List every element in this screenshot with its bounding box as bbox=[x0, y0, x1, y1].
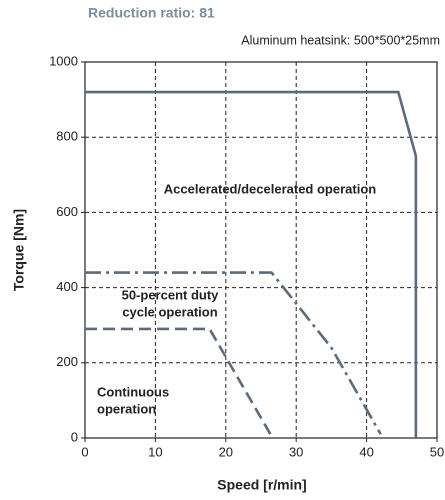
y-tick-label: 800 bbox=[56, 129, 78, 144]
series-annotation: 50-percent duty bbox=[122, 287, 220, 302]
y-tick-label: 0 bbox=[71, 429, 78, 444]
series-annotation: operation bbox=[97, 401, 156, 416]
plot-frame bbox=[84, 61, 438, 439]
chart-subtitle: Aluminum heatsink: 500*500*25mm bbox=[241, 33, 440, 47]
y-tick-label: 400 bbox=[56, 279, 78, 294]
series-annotation: Accelerated/decelerated operation bbox=[164, 181, 376, 196]
x-tick-label: 40 bbox=[359, 444, 373, 459]
y-axis-title: Torque [Nm] bbox=[11, 209, 27, 291]
x-tick-label: 10 bbox=[148, 444, 162, 459]
series-annotation: cycle operation bbox=[122, 304, 217, 319]
series-line bbox=[85, 271, 382, 435]
x-tick-label: 30 bbox=[289, 444, 303, 459]
y-tick-label: 200 bbox=[56, 354, 78, 369]
chart-title: Reduction ratio: 81 bbox=[88, 5, 215, 21]
series-line bbox=[85, 327, 273, 437]
series-annotation: Continuous bbox=[97, 384, 169, 399]
series-line bbox=[85, 90, 418, 438]
y-tick-label: 600 bbox=[56, 204, 78, 219]
y-tick-label: 1000 bbox=[49, 53, 78, 68]
x-tick-label: 50 bbox=[430, 444, 444, 459]
x-tick-label: 0 bbox=[81, 444, 88, 459]
x-tick-label: 20 bbox=[219, 444, 233, 459]
x-axis-title: Speed [r/min] bbox=[217, 477, 306, 493]
